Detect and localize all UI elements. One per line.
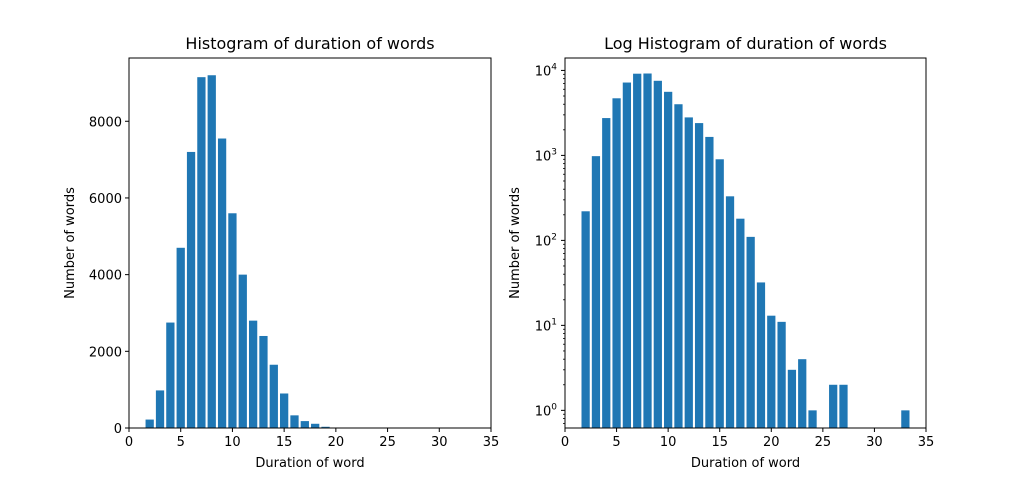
bar	[715, 159, 724, 429]
bar	[705, 136, 714, 429]
bar	[839, 384, 848, 428]
linear-histogram-panel: 0 5 10 15 20 25 30 35 0 2000 4000 6000 8000 Histogram…	[63, 34, 499, 471]
bar	[674, 104, 683, 429]
bar	[228, 213, 237, 428]
bar	[798, 359, 807, 428]
bar	[238, 274, 247, 428]
y-tick-label: 101	[535, 317, 557, 334]
x-tick-label: 15	[276, 435, 293, 450]
bar	[197, 77, 206, 429]
bar	[767, 315, 776, 428]
y-axis-label: Number of words	[63, 187, 78, 299]
x-tick-label: 25	[815, 435, 832, 450]
y-tick-label: 6000	[89, 192, 122, 207]
bar	[602, 118, 611, 428]
x-tick-label: 30	[431, 435, 448, 450]
x-axis-label: Duration of word	[255, 456, 364, 471]
axes-frame	[564, 57, 927, 429]
x-tick-label: 20	[763, 435, 780, 450]
x-tick-label: 10	[660, 435, 677, 450]
x-tick-label: 35	[483, 435, 500, 450]
x-axis-label: Duration of word	[691, 456, 800, 471]
x-tick-label: 25	[379, 435, 396, 450]
x-tick-label: 15	[711, 435, 728, 450]
bar	[787, 369, 797, 428]
bar	[311, 423, 320, 428]
bar	[643, 73, 652, 428]
bar	[145, 419, 154, 428]
bar	[694, 123, 704, 428]
bar	[300, 421, 309, 428]
x-tick-label: 5	[612, 435, 620, 450]
y-tick-label: 2000	[89, 345, 122, 360]
y-tick-label: 102	[535, 232, 557, 249]
bar	[176, 247, 185, 428]
y-tick-label: 104	[535, 62, 558, 79]
bar	[808, 410, 817, 428]
y-tick-label: 8000	[89, 115, 122, 130]
bar	[581, 211, 590, 428]
bar	[756, 282, 766, 428]
bar	[217, 138, 227, 428]
bar	[633, 73, 642, 428]
axes-frame	[128, 57, 492, 429]
x-tick-label: 0	[561, 435, 569, 450]
bar	[901, 410, 910, 428]
bar	[736, 218, 745, 428]
bar	[290, 415, 299, 428]
bar	[591, 156, 601, 428]
bar	[207, 75, 216, 428]
bar	[321, 426, 330, 428]
y-tick-label: 4000	[89, 269, 122, 284]
x-tick-label: 5	[177, 435, 185, 450]
bar	[280, 393, 289, 428]
bar	[269, 364, 278, 428]
log-histogram-panel: 0 5 10 15 20 25 30 35 100 101 102 103 104 Log Histogr…	[508, 34, 934, 471]
x-tick-label: 35	[918, 435, 935, 450]
bar	[664, 91, 673, 428]
chart-title: Log Histogram of duration of words	[604, 34, 887, 53]
bar	[166, 322, 175, 428]
bar	[248, 320, 258, 428]
bar	[186, 151, 196, 428]
bar	[259, 335, 268, 428]
x-tick-label: 10	[224, 435, 241, 450]
bar	[155, 390, 165, 428]
y-axis-label: Number of words	[508, 187, 523, 299]
y-tick-label: 103	[535, 147, 557, 164]
bar	[746, 236, 755, 428]
bar	[777, 321, 786, 428]
x-tick-label: 30	[866, 435, 883, 450]
bar	[612, 98, 621, 428]
bar	[653, 80, 662, 428]
x-tick-label: 0	[125, 435, 133, 450]
bar	[622, 82, 632, 428]
y-tick-label: 100	[535, 402, 558, 419]
bar	[725, 196, 735, 428]
y-tick-label: 0	[114, 422, 122, 437]
bar	[684, 117, 693, 429]
chart-title: Histogram of duration of words	[185, 34, 434, 53]
bar	[829, 384, 838, 428]
x-tick-label: 20	[328, 435, 345, 450]
